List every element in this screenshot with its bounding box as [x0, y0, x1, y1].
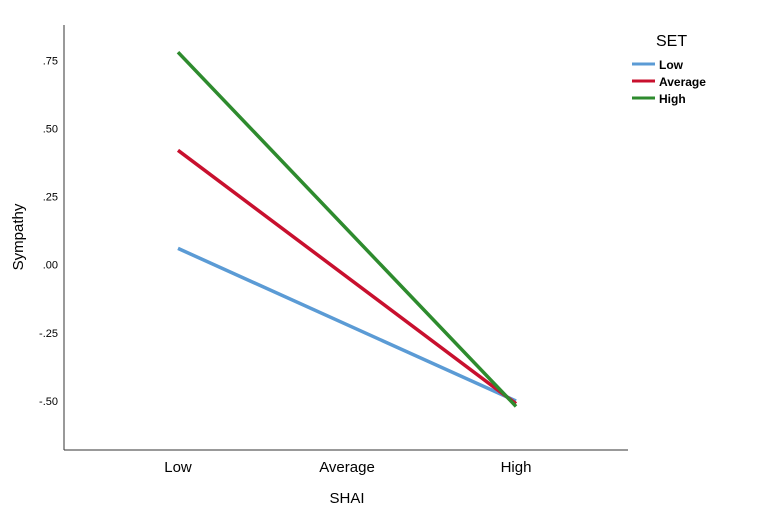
y-tick-label: .25 [43, 192, 58, 204]
legend-title: SET [656, 33, 687, 50]
series-line-low [177, 246, 517, 403]
y-tick-label: .75 [43, 55, 58, 67]
x-tick-label: Low [164, 459, 192, 476]
y-tick-label: -.25 [39, 328, 58, 340]
y-tick-label: -.50 [39, 396, 58, 408]
legend-items: Low Average High [632, 58, 706, 106]
legend: SET Low Average High [632, 33, 706, 106]
y-tick-label: .00 [43, 260, 58, 272]
series-line-average [176, 148, 518, 406]
x-tick-label: Average [319, 459, 375, 476]
axes [63, 25, 628, 451]
legend-label-average: Average [659, 75, 706, 89]
x-tick-label: High [501, 459, 532, 476]
y-axis-title: Sympathy [10, 203, 27, 270]
x-ticks: Low Average High [164, 459, 531, 476]
series-lines [176, 50, 518, 408]
legend-label-high: High [659, 92, 686, 106]
legend-label-low: Low [659, 58, 684, 72]
y-tick-label: .50 [43, 124, 58, 136]
x-axis-title: SHAI [329, 490, 364, 507]
series-line-high [176, 50, 518, 408]
y-ticks: .75 .50 .25 .00 -.25 -.50 [39, 55, 58, 408]
